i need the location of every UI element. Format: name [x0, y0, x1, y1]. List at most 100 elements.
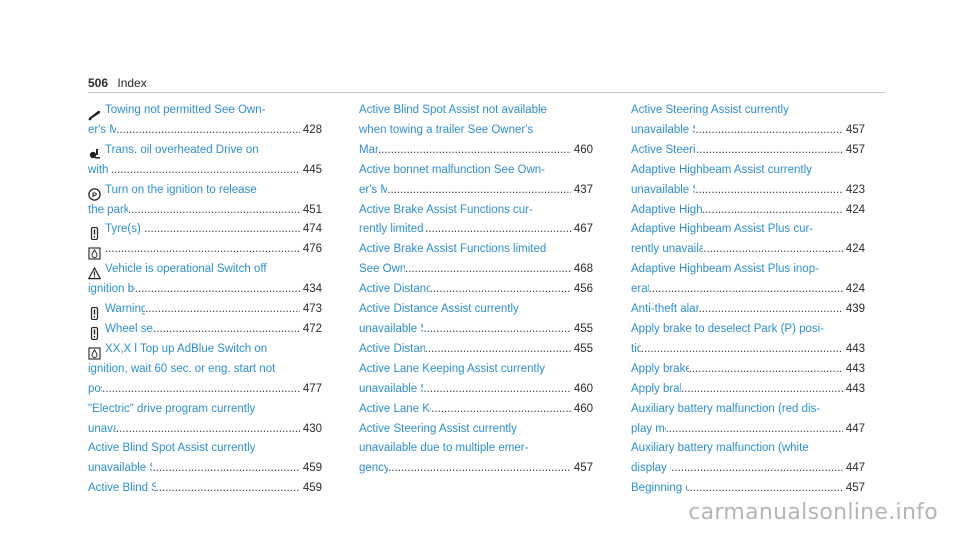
page-reference[interactable]: 457: [845, 123, 865, 136]
index-entry[interactable]: Active Steering Assist currently unavaila…: [631, 101, 865, 141]
leader-dots: ........................................…: [152, 462, 300, 475]
index-entry[interactable]: Active Lane Keeping Assist currently unav…: [359, 360, 593, 400]
page-reference[interactable]: 423: [845, 183, 865, 196]
page-reference[interactable]: 428: [302, 123, 322, 136]
page-reference[interactable]: 447: [845, 422, 865, 435]
index-entry[interactable]: Active Blind Spot Assist currently unavai…: [88, 439, 322, 479]
page-reference[interactable]: 476: [302, 243, 322, 256]
page-reference[interactable]: 460: [573, 402, 593, 415]
index-entry[interactable]: Active Blind Spot Assist not available wh…: [359, 101, 593, 161]
index-entry[interactable]: Active Distance Assist inoperative......…: [359, 340, 593, 360]
page-reference[interactable]: 459: [302, 462, 322, 475]
index-entry-line: unavailable.............................…: [88, 420, 322, 440]
page-reference[interactable]: 439: [845, 303, 865, 316]
page-reference[interactable]: 445: [302, 163, 322, 176]
page-reference[interactable]: 457: [573, 462, 593, 475]
index-entry-line: with care...............................…: [88, 161, 322, 181]
index-entry[interactable]: Adaptive Highbeam Assist Plus cur-rently…: [631, 220, 865, 260]
page-reference[interactable]: 455: [573, 342, 593, 355]
index-entry[interactable]: Adaptive Highbeam Assist Plus inop-erati…: [631, 260, 865, 300]
index-column-2: Active Blind Spot Assist not available wh…: [359, 101, 593, 479]
index-entry[interactable]: Adaptive Highbeam Assist inoperative....…: [631, 201, 865, 221]
page-reference[interactable]: 434: [302, 283, 322, 296]
index-entry-line: Adaptive Highbeam Assist inoperative....…: [631, 201, 865, 221]
index-entry-text: unavailable See Owner's Manual: [88, 462, 152, 475]
index-entry[interactable]: Auxiliary battery malfunction (red dis-p…: [631, 400, 865, 440]
page-reference[interactable]: 424: [845, 203, 865, 216]
index-entry[interactable]: Active Brake Assist Functions cur-rently…: [359, 201, 593, 241]
page-reference[interactable]: 460: [573, 382, 593, 395]
leader-dots: ........................................…: [695, 123, 843, 136]
page-reference[interactable]: 443: [845, 342, 865, 355]
index-entry[interactable]: Active Distance Assist currently unavaila…: [359, 300, 593, 340]
index-entry-line: unavailable See Owner's Manual..........…: [631, 121, 865, 141]
index-entry[interactable]: Active Steering Assist inoperative......…: [631, 141, 865, 161]
index-entry[interactable]: Trans. oil overheated Drive on with care.…: [88, 141, 322, 181]
index-entry-line: display message)........................…: [631, 459, 865, 479]
warning-triangle-icon: [88, 267, 101, 280]
index-entry[interactable]: Towing not permitted See Own-er's Manual…: [88, 101, 322, 141]
page-reference[interactable]: 455: [573, 322, 593, 335]
page-reference[interactable]: 430: [302, 422, 322, 435]
index-entry-line: Adaptive Highbeam Assist currently: [631, 161, 865, 181]
leader-dots: ........................................…: [110, 163, 300, 176]
leader-dots: ........................................…: [703, 243, 843, 256]
adblue-icon: [88, 247, 101, 260]
index-entry-line: when towing a trailer See Owner's: [359, 121, 593, 141]
index-entry[interactable]: Tyre(s) overheated......................…: [88, 220, 322, 241]
index-entry[interactable]: P Turn on the ignition to release the park…: [88, 181, 322, 221]
leader-dots: ........................................…: [423, 322, 571, 335]
index-entry[interactable]: Wheel sensor(s) missing.................…: [88, 320, 322, 340]
page-reference[interactable]: 447: [845, 462, 865, 475]
index-entry-text: Adaptive Highbeam Assist inoperative: [631, 203, 702, 216]
index-entry-text: gency stops: [359, 462, 389, 475]
page-reference[interactable]: 437: [573, 183, 593, 196]
index-entry[interactable]: Anti-theft alarm system Malfunction.....…: [631, 300, 865, 320]
page-reference[interactable]: 424: [845, 283, 865, 296]
index-entry[interactable]: ........................................…: [88, 240, 322, 260]
index-entry[interactable]: Active Distance Assist available again..…: [359, 280, 593, 300]
index-entry-line: Beginning emergency stop................…: [631, 479, 865, 499]
index-entry[interactable]: Active Blind Spot Assist inoperative....…: [88, 479, 322, 499]
index-entry[interactable]: Active bonnet malfunction See Own-er's M…: [359, 161, 593, 201]
page-reference[interactable]: 467: [573, 223, 593, 236]
index-entry-text: Active Lane Keeping Assist currently: [359, 362, 546, 375]
page-reference[interactable]: 451: [302, 203, 322, 216]
index-entry[interactable]: Apply brake to select D or R............…: [631, 360, 865, 380]
page-reference[interactable]: 472: [302, 322, 322, 335]
index-entry-text: poss.: [88, 382, 102, 395]
index-entry[interactable]: Auxiliary battery malfunction (white disp…: [631, 439, 865, 479]
leader-dots: ........................................…: [153, 322, 300, 335]
page-reference[interactable]: 460: [573, 143, 593, 156]
index-entry[interactable]: Vehicle is operational Switch off ignitio…: [88, 260, 322, 300]
page-reference[interactable]: 443: [845, 382, 865, 395]
adblue-icon: [88, 347, 101, 360]
page-reference[interactable]: 477: [302, 382, 322, 395]
index-entry-line: unavailable See Owner's Manual..........…: [631, 181, 865, 201]
index-entry-text: rently limited See Owner's Manual: [359, 223, 425, 236]
index-entry[interactable]: XX,X l Top up AdBlue Switch on ignition, …: [88, 340, 322, 400]
index-entry[interactable]: Adaptive Highbeam Assist currently unavai…: [631, 161, 865, 201]
page-reference[interactable]: 443: [845, 362, 865, 375]
index-entry-line: unavailable See Owner's Manual..........…: [88, 459, 322, 479]
index-entry-text: Active Blind Spot Assist inoperative: [88, 482, 156, 495]
leader-dots: ........................................…: [105, 243, 300, 256]
page-reference[interactable]: 474: [302, 223, 322, 236]
index-entry[interactable]: Active Lane Keeping Assist inoperative..…: [359, 400, 593, 420]
index-entry[interactable]: Apply brake to select R.................…: [631, 380, 865, 400]
index-entry-line: Active Lane Keeping Assist currently: [359, 360, 593, 380]
index-entry[interactable]: Warning tyre defect.....................…: [88, 300, 322, 320]
index-entry[interactable]: "Electric" drive program currently unavai…: [88, 400, 322, 440]
index-entry[interactable]: Active Brake Assist Functions limited See…: [359, 240, 593, 280]
page-reference[interactable]: 459: [302, 482, 322, 495]
page-reference[interactable]: 457: [845, 143, 865, 156]
page-reference[interactable]: 473: [302, 303, 322, 316]
page-reference[interactable]: 457: [845, 482, 865, 495]
index-entry-line: "Electric" drive program currently: [88, 400, 322, 420]
page-reference[interactable]: 468: [573, 263, 593, 276]
page-reference[interactable]: 424: [845, 243, 865, 256]
index-entry[interactable]: Apply brake to deselect Park (P) posi-ti…: [631, 320, 865, 360]
index-entry[interactable]: Beginning emergency stop................…: [631, 479, 865, 499]
index-entry[interactable]: Active Steering Assist currently unavaila…: [359, 420, 593, 480]
page-reference[interactable]: 456: [573, 283, 593, 296]
